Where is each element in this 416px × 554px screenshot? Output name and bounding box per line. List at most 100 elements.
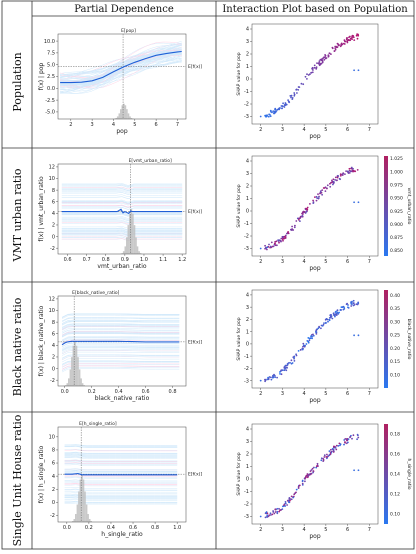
scatter-point [280,509,282,511]
scatter-point [265,512,267,514]
scatter-point [302,343,304,345]
scatter-point [268,116,270,118]
annotation-expected-fx: E[f(x)] [188,64,202,70]
scatter-point [269,376,271,378]
scatter-point [294,226,296,228]
scatter-point [283,238,285,240]
scatter-point [356,35,358,37]
scatter-point [320,459,322,461]
scatter-point [305,477,307,479]
x-tick-label: 6 [155,122,158,128]
x-tick-label: 3 [281,527,284,533]
y-tick-label: 6 [52,199,55,205]
scatter-point [302,480,304,482]
pdp-xlabel: pop [116,128,127,135]
scatter-point [326,457,328,459]
scatter-points [260,167,360,251]
scatter-point [276,240,278,242]
y-tick-label: -1 [244,221,249,227]
scatter-point [354,170,356,172]
scatter-point [334,46,336,48]
y-tick-label: 3 [246,439,249,445]
y-tick-label: -1 [244,89,249,95]
scatter-point [334,316,336,318]
scatter-point [340,309,342,311]
y-tick-label: 8 [52,448,55,454]
histogram-bar [138,251,140,254]
x-tick-label: 3 [281,127,284,133]
y-tick-label: 8 [52,320,55,326]
x-tick-label: 7 [368,391,371,397]
ice-lines [62,314,179,372]
scatter-point [322,460,324,462]
scatter-point [321,189,323,191]
scatter-point [279,107,281,109]
scatter-point [334,50,336,52]
scatter-point [287,99,289,101]
colorbar [384,424,388,524]
scatter-point [308,342,310,344]
histogram-bar [76,346,78,386]
pdp-xlabel: black_native_ratio [95,395,150,402]
scatter-point [272,514,274,516]
scatter-point [350,301,352,303]
scatter-point [293,356,295,358]
scatter-point [302,483,304,485]
scatter-point [324,56,326,58]
y-tick-label: 6 [52,331,55,337]
annotation-expected-x: E[black_native_ratio] [72,290,119,296]
y-tick-label: 1 [246,196,249,202]
scatter-point [341,43,343,45]
scatter-point [344,442,346,444]
scatter-point [295,220,297,222]
scatter-point [334,179,336,181]
colorbar-tick-label: 0.10 [390,372,400,378]
scatter-point [265,517,267,519]
scatter-point [327,184,329,186]
y-tick-label: 5.0 [47,62,55,68]
histogram-bar [77,357,79,386]
x-tick-label: 3 [91,122,94,128]
scatter-point [285,236,287,238]
scatter-point [318,62,320,64]
row-label-0: Population [11,52,24,111]
scatter-point [349,170,351,172]
scatter-point [357,169,359,171]
scatter-point [356,303,358,305]
scatter-point [330,316,332,318]
scatter-point [312,200,314,202]
scatter-point [338,445,340,447]
scatter-point [271,379,273,381]
scatter-point [288,101,290,103]
scatter-point [275,509,277,511]
histogram-bar [126,109,128,119]
scatter-point [325,318,327,320]
colorbar-tick-label: 0.950 [390,196,403,202]
scatter-point [316,331,318,333]
scatter-point [326,454,328,456]
y-tick-label: 0 [246,77,249,83]
x-tick-label: 4 [303,391,306,397]
x-tick-label: 4 [112,122,115,128]
x-tick-label: 7 [368,127,371,133]
ice-line [65,470,178,471]
histogram-bar [80,378,82,386]
scatter-point [302,83,304,85]
histogram-bar [70,369,72,386]
colorbar-label: black_native_ratio [406,319,412,360]
scatter-point [260,116,262,118]
scatter-point [330,449,332,451]
scatter-point [352,171,354,173]
scatter-point [285,369,287,371]
histogram-bar [68,378,70,386]
histogram-bar [123,104,125,119]
y-tick-label: -2 [50,378,55,384]
ice-line [62,223,182,225]
scatter-point [347,171,349,173]
annotation-expected-fx: E[f(x)] [188,339,202,345]
scatter-point [272,376,274,378]
scatter-point [272,246,274,248]
x-tick-label: 5 [324,391,327,397]
